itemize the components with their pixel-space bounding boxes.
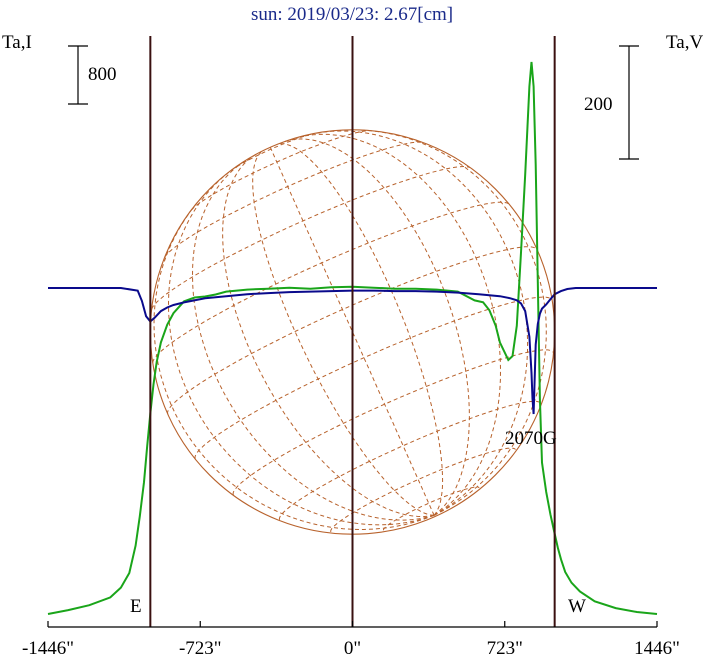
longitude-line (252, 150, 435, 516)
x-tick-label: -1446" (22, 638, 74, 659)
scale-bar-left-label: 800 (88, 64, 117, 85)
latitude-line (194, 296, 553, 459)
scale-bar-right (619, 45, 639, 160)
x-axis: -1446" -723" 0" 723" 1446" (22, 621, 680, 659)
longitude-line (153, 201, 435, 531)
latitude-line (278, 400, 542, 520)
series-ta-v-line (48, 287, 657, 415)
scale-bar-left (68, 45, 88, 105)
longitude-line (167, 170, 435, 526)
scale-bar-right-label: 200 (584, 94, 613, 115)
right-axis-label: Ta,V (666, 32, 703, 53)
chart-title: sun: 2019/03/23: 2.67[cm] (251, 4, 453, 25)
longitude-line (191, 161, 435, 521)
longitude-line (269, 147, 435, 516)
active-region-annotation: 2070G (505, 428, 557, 449)
latitude-line (383, 486, 480, 531)
longitude-line (313, 130, 529, 516)
limb-lines (149, 36, 556, 627)
x-tick-label: -723" (179, 638, 222, 659)
solar-disk-grid (149, 129, 556, 535)
longitude-line (277, 143, 444, 516)
west-limb-label: W (568, 596, 586, 617)
longitude-line (284, 138, 470, 516)
left-axis-label: Ta,I (2, 32, 32, 53)
x-tick-label: 723" (487, 638, 523, 659)
x-tick-label: 1446" (634, 638, 680, 659)
longitude-line (359, 129, 547, 516)
east-limb-label: E (130, 596, 142, 617)
longitude-line (298, 133, 502, 516)
longitude-line (222, 153, 435, 518)
x-tick-label: 0" (344, 638, 361, 659)
